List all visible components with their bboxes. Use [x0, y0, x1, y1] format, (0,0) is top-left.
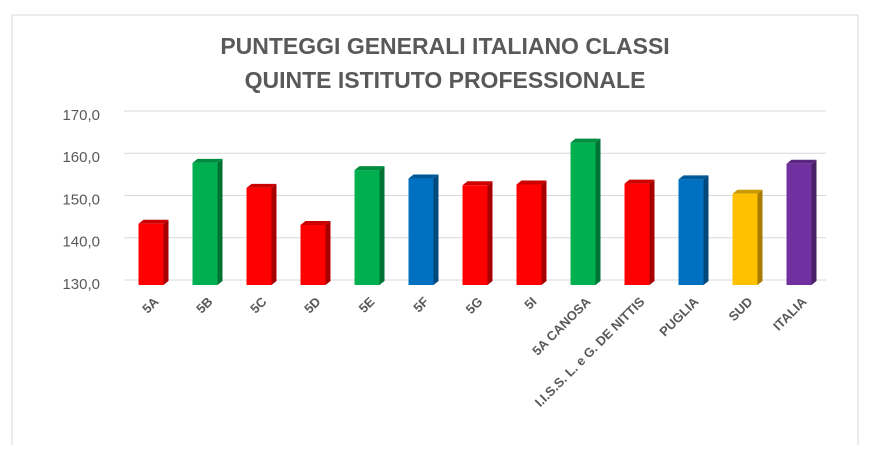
bar-side: [163, 219, 169, 285]
bar-top: [192, 158, 223, 163]
bar: [300, 225, 326, 285]
bar: [246, 187, 272, 285]
bar-top: [570, 138, 601, 143]
y-tick-label: 170,0: [62, 107, 100, 124]
bar-side: [217, 158, 223, 285]
bar: [408, 178, 434, 285]
bar-top: [462, 181, 493, 186]
bar: [678, 179, 704, 285]
bar: [192, 162, 218, 285]
chart-title: QUINTE ISTITUTO PROFESSIONALE: [245, 67, 646, 93]
bar-top: [408, 174, 439, 179]
bar-side: [649, 179, 655, 285]
bar-side: [487, 181, 493, 285]
bar-top: [138, 219, 169, 224]
bar-top: [678, 175, 709, 180]
bar: [354, 170, 380, 285]
bar-side: [757, 189, 763, 285]
bar-side: [325, 221, 331, 285]
bar-top: [354, 166, 385, 171]
bar: [624, 183, 650, 285]
y-tick-label: 160,0: [62, 149, 100, 166]
bar-side: [271, 183, 277, 285]
bar: [732, 193, 758, 285]
bar-side: [541, 180, 547, 285]
bar-side: [433, 174, 439, 285]
bar-side: [379, 166, 385, 285]
bar-top: [732, 189, 763, 194]
bar-top: [246, 183, 277, 188]
bar: [516, 184, 542, 285]
bar-top: [516, 180, 547, 185]
bar-top: [786, 159, 817, 164]
bar: [786, 163, 812, 285]
chart-title: PUNTEGGI GENERALI ITALIANO CLASSI: [220, 33, 669, 59]
bar: [462, 185, 488, 285]
bar-side: [703, 175, 709, 285]
bar-side: [811, 159, 817, 285]
y-tick-label: 140,0: [62, 234, 100, 251]
bar-top: [300, 221, 331, 226]
y-tick-label: 150,0: [62, 191, 100, 208]
y-tick-label: 130,0: [62, 276, 100, 293]
bar-top: [624, 179, 655, 184]
bar: [570, 142, 596, 285]
bar-side: [595, 138, 601, 285]
bar: [138, 223, 164, 285]
